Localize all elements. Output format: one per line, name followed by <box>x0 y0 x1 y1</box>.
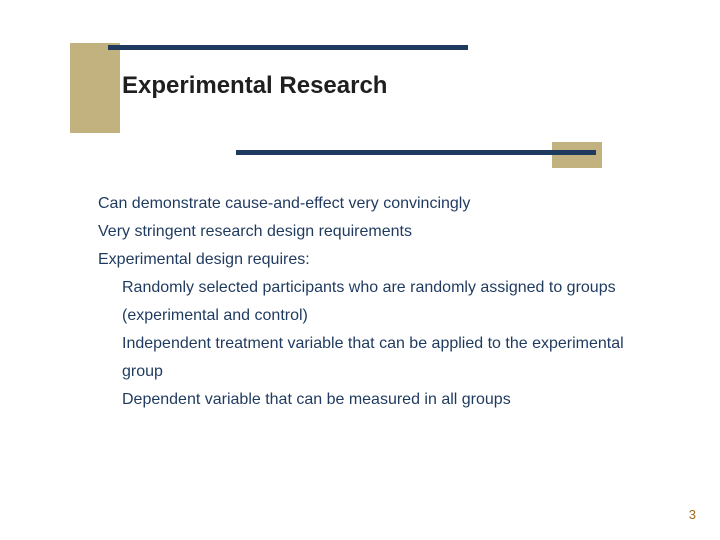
body-line: Experimental design requires: <box>98 246 658 274</box>
body-line: Can demonstrate cause-and-effect very co… <box>98 190 658 218</box>
body-subline: Dependent variable that can be measured … <box>98 386 658 414</box>
body-subline: Independent treatment variable that can … <box>98 330 658 386</box>
slide-title: Experimental Research <box>122 72 387 100</box>
page-number: 3 <box>689 507 696 522</box>
slide-body: Can demonstrate cause-and-effect very co… <box>98 190 658 414</box>
body-line: Very stringent research design requireme… <box>98 218 658 246</box>
body-subline: Randomly selected participants who are r… <box>98 274 658 330</box>
header-rule <box>108 45 468 50</box>
subheader-accent-box <box>552 142 602 168</box>
slide: { "decor": { "accent_color": "#c2b280", … <box>0 0 720 540</box>
header-accent-box <box>70 43 120 133</box>
subheader-rule <box>236 150 596 155</box>
